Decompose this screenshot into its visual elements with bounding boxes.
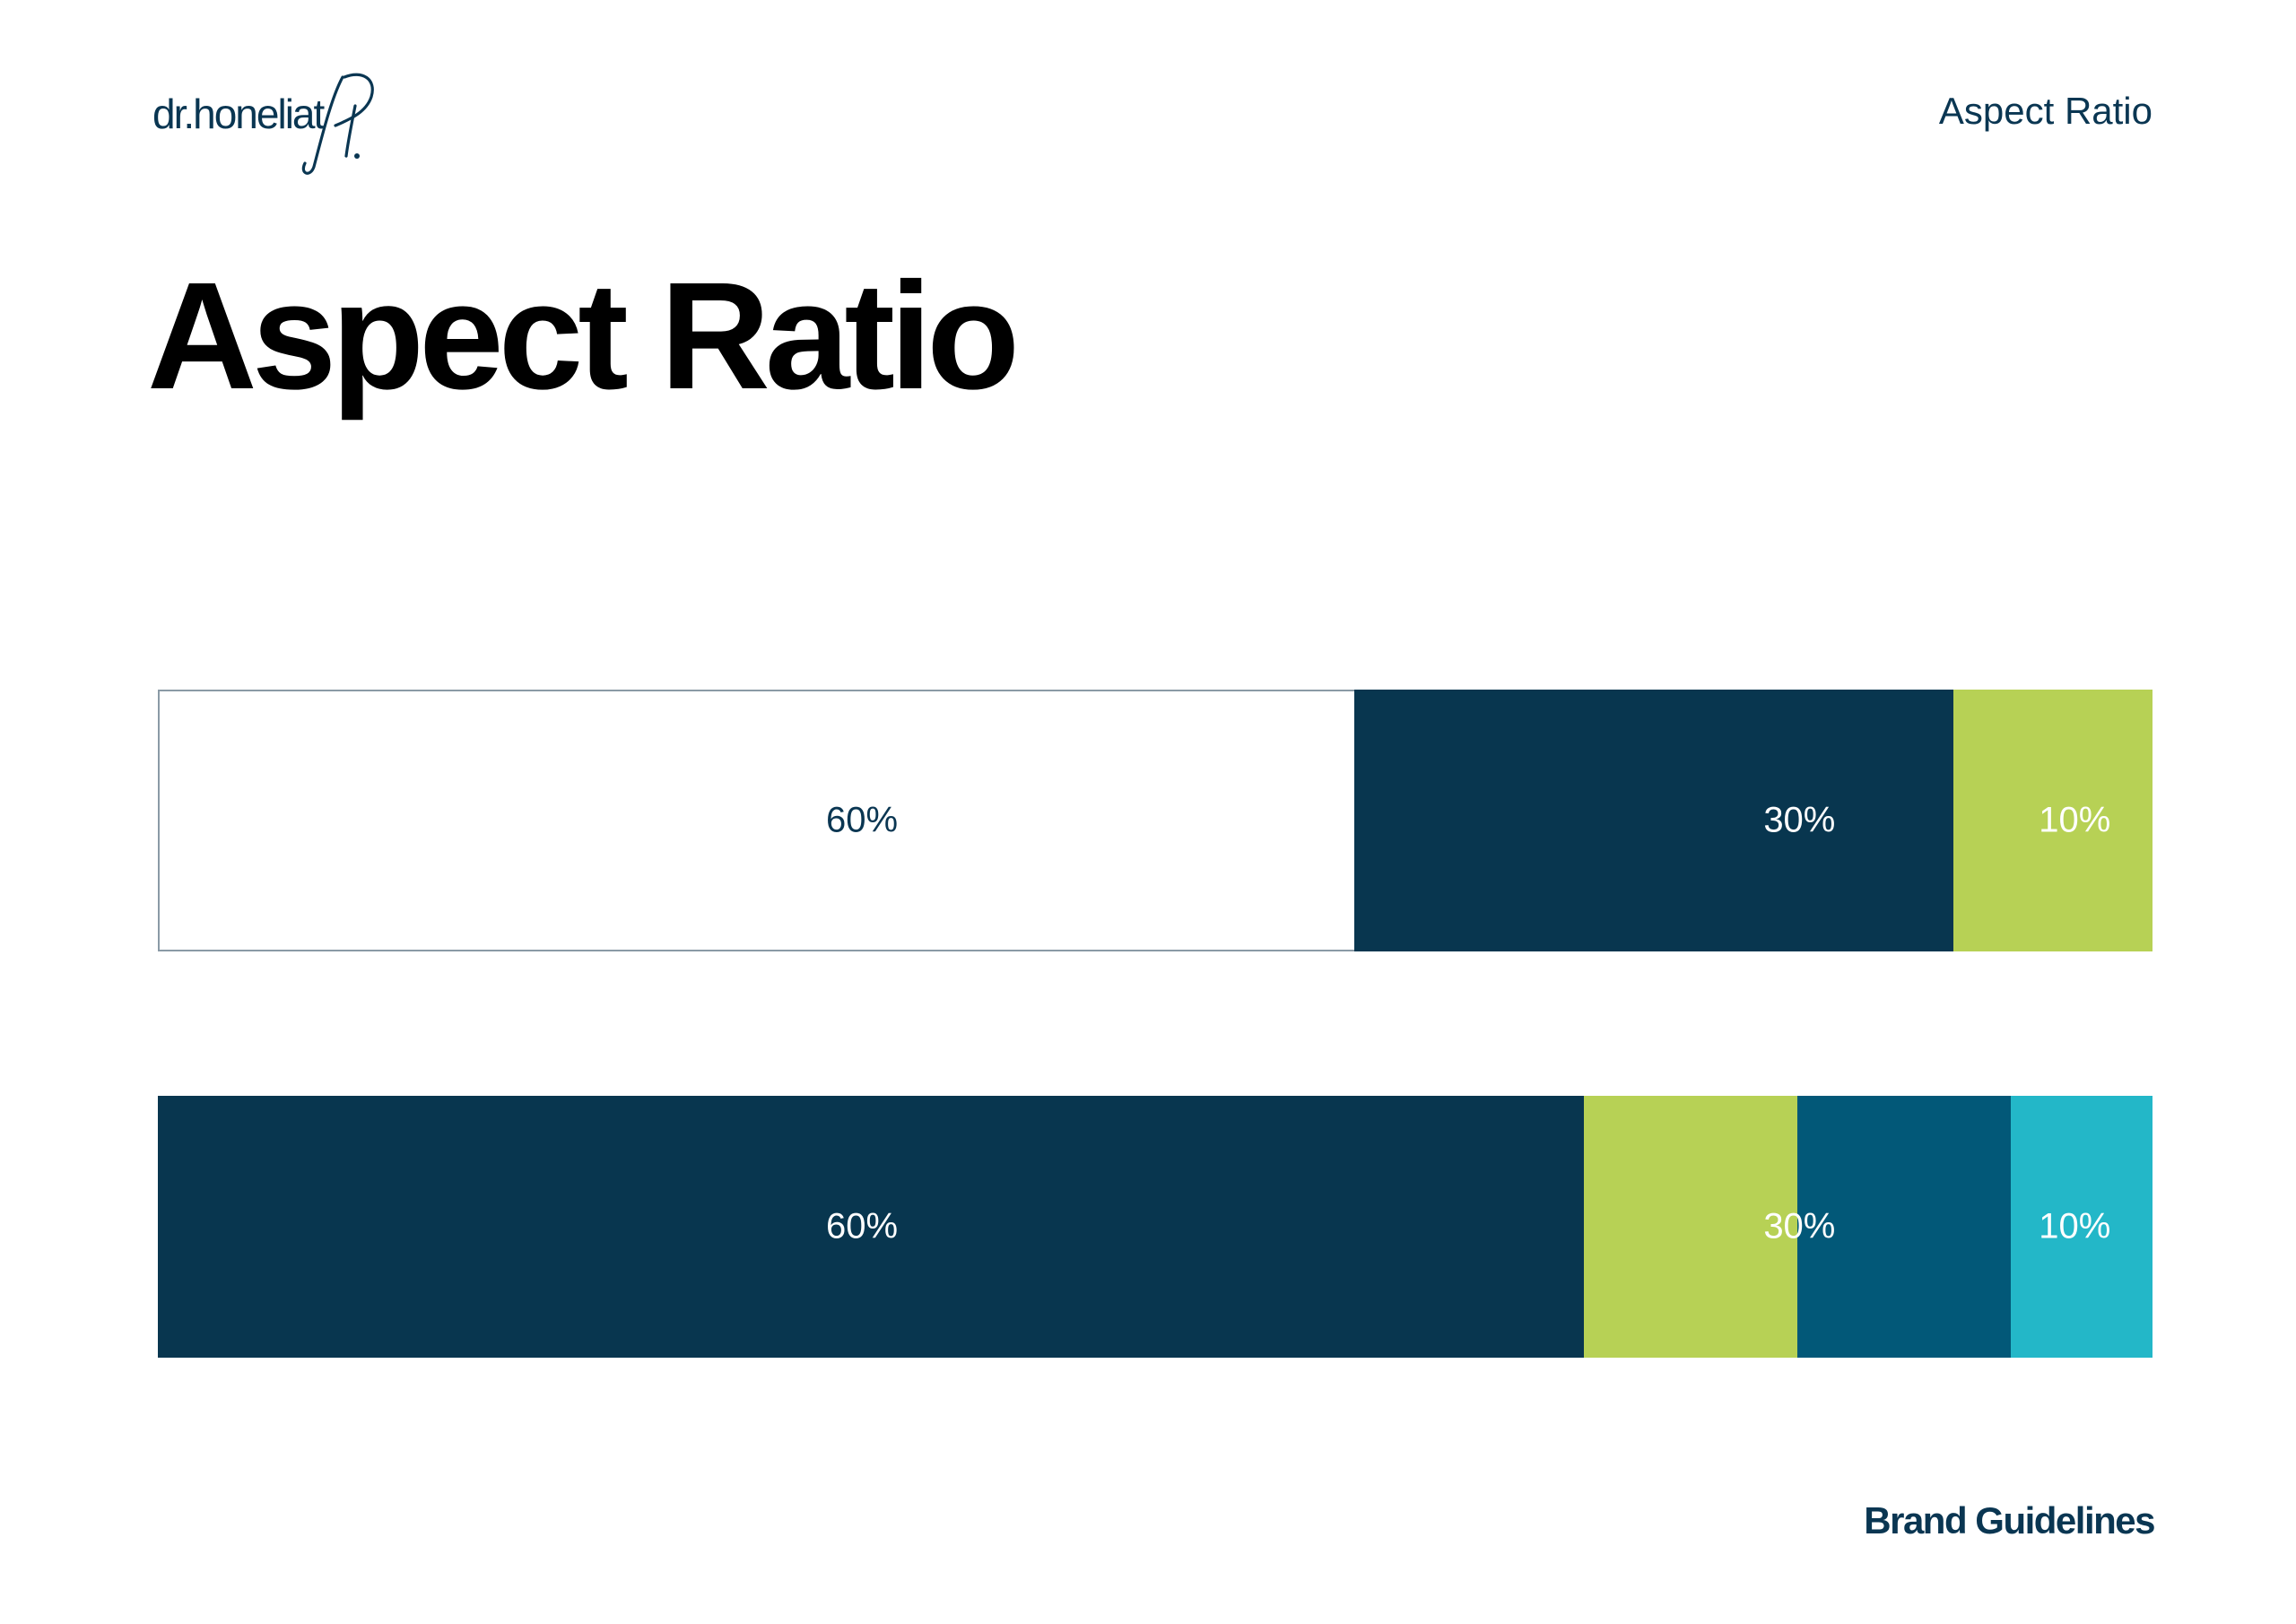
segment-percent-label: 10% [2039, 1206, 2111, 1246]
segment-percent-label: 30% [1763, 800, 1836, 840]
footer-brand-label: Brand Guidelines [1864, 1499, 2155, 1541]
bar-segment-primary-navy [158, 1096, 1585, 1358]
bar-segment-accent-lime [1952, 690, 2152, 951]
brand-logo: dr.honeliat [152, 70, 404, 178]
bar-segment-secondary-navy [1354, 690, 1953, 951]
segment-percent-label: 60% [826, 1206, 899, 1246]
ratio-bar-1: 60% 30% 10% [158, 690, 2152, 951]
ratio-bar-2: 60% 30% 10% [158, 1096, 2152, 1358]
logo-wordmark: dr.honeliat [152, 91, 325, 137]
page-title: Aspect Ratio [147, 251, 1020, 421]
segment-percent-label: 60% [826, 800, 899, 840]
segment-percent-label: 30% [1763, 1206, 1836, 1246]
signature-mark-icon [301, 73, 374, 175]
header-section-label: Aspect Ratio [1938, 90, 2152, 132]
bar-segment-secondary-lime [1584, 1096, 1798, 1358]
segment-percent-label: 10% [2039, 800, 2111, 840]
bar-segment-primary-white [158, 690, 1355, 951]
bar-segment-accent-cyan [2011, 1096, 2152, 1358]
bar-segment-secondary-teal [1797, 1096, 2012, 1358]
